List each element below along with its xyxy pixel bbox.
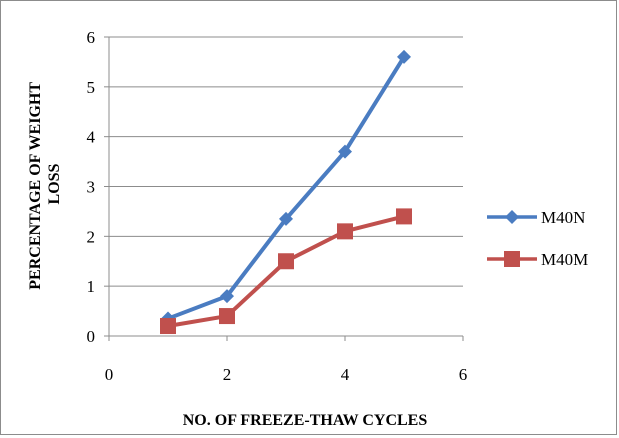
- data-point: [279, 211, 293, 226]
- y-axis-label-line-1: PERCENTAGE OF WEIGHT: [27, 82, 44, 290]
- gridlines: [109, 36, 463, 287]
- y-tick-label: 0: [87, 327, 96, 346]
- data-point: [160, 318, 176, 335]
- y-tick-label: 5: [87, 78, 96, 97]
- y-tick-label: 3: [87, 178, 96, 197]
- data-point: [220, 289, 234, 304]
- x-tick-label: 4: [341, 365, 350, 384]
- series-line: [166, 54, 406, 321]
- tick-labels: 0 1 2 3 4 5 6 0 2 4 6: [87, 28, 468, 384]
- axes: [104, 36, 464, 341]
- data-point: [337, 223, 353, 240]
- data-point: [278, 253, 294, 270]
- series-m40n: [161, 49, 411, 326]
- data-point: [338, 144, 352, 159]
- legend-label: M40N: [541, 208, 585, 227]
- x-axis-label: NO. OF FREEZE-THAW CYCLES: [183, 412, 428, 429]
- legend-marker: [505, 210, 519, 224]
- data-point: [219, 308, 235, 325]
- y-tick-label: 1: [87, 277, 96, 296]
- data-point: [396, 208, 412, 225]
- x-tick-label: 2: [223, 365, 232, 384]
- y-tick-label: 4: [87, 128, 96, 147]
- y-axis-label-line-2: LOSS: [46, 163, 63, 204]
- y-axis-label: PERCENTAGE OF WEIGHT LOSS: [27, 78, 63, 289]
- legend: M40N M40M: [487, 208, 588, 269]
- x-tick-label: 0: [105, 365, 114, 384]
- legend-marker: [504, 251, 520, 267]
- y-tick-label: 2: [87, 227, 96, 246]
- series-line: [166, 214, 406, 329]
- x-tick-label: 6: [459, 365, 468, 384]
- legend-item-m40m: M40M: [487, 250, 588, 269]
- legend-label: M40M: [541, 250, 588, 269]
- series: [160, 49, 412, 335]
- data-point: [397, 49, 411, 64]
- y-tick-label: 6: [87, 28, 96, 47]
- legend-item-m40n: M40N: [487, 208, 585, 227]
- series-m40m: [160, 208, 412, 335]
